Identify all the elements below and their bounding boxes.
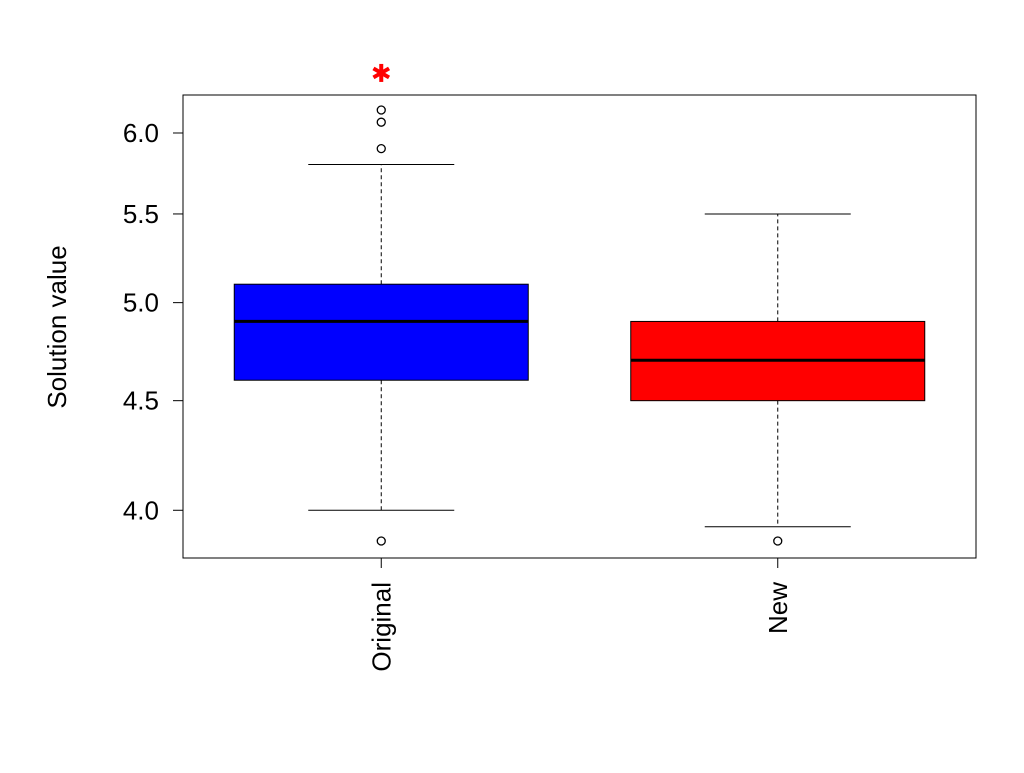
x-axis: Original New	[366, 558, 793, 672]
boxes-layer	[233, 105, 926, 546]
x-tick-label: Original	[366, 582, 396, 672]
y-tick-label: 5.0	[123, 288, 159, 318]
box-original	[233, 105, 529, 546]
outlier-point	[773, 536, 783, 546]
y-tick-label: 4.5	[123, 386, 159, 416]
iqr-box	[233, 283, 529, 381]
outlier-point	[376, 105, 386, 115]
outlier-point	[376, 536, 386, 546]
outlier-point	[376, 117, 386, 127]
box-new	[630, 213, 926, 546]
star-marker	[372, 63, 391, 82]
annotations-layer	[372, 63, 391, 82]
x-tick-label: New	[763, 582, 793, 634]
y-axis-label: Solution value	[42, 245, 72, 408]
y-tick-label: 6.0	[123, 118, 159, 148]
star-stroke	[372, 66, 391, 80]
plot-frame	[182, 94, 977, 559]
y-tick-label: 4.0	[123, 495, 159, 525]
y-axis: 4.0 4.5 5.0 5.5 6.0	[123, 118, 183, 525]
y-tick-label: 5.5	[123, 199, 159, 229]
outlier-point	[376, 143, 386, 154]
